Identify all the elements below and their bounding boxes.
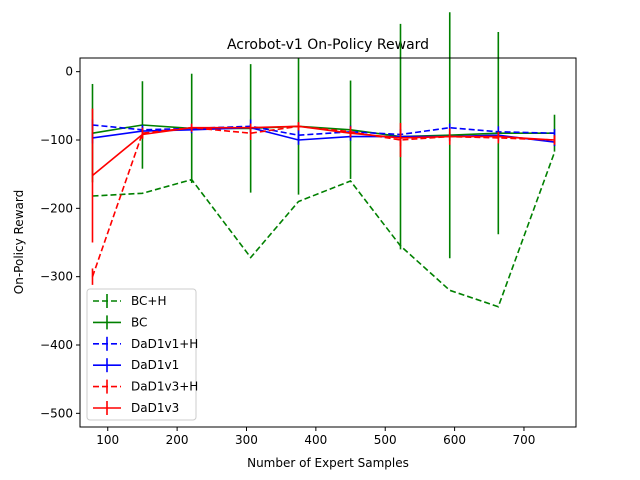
x-tick-label: 100: [96, 433, 119, 447]
legend: BC+H BC DaD1v1+H DaD1v1 DaD1v3+H DaD1v3: [86, 288, 198, 421]
series-5: [91, 108, 556, 243]
x-tick-label: 200: [166, 433, 189, 447]
legend-label: DaD1v3: [131, 401, 179, 415]
chart-title: Acrobot-v1 On-Policy Reward: [227, 37, 429, 53]
y-tick-label: −200: [40, 201, 73, 215]
y-tick-label: −500: [40, 406, 73, 420]
legend-label: DaD1v1: [131, 358, 179, 372]
x-axis-title: Number of Expert Samples: [247, 456, 409, 470]
axes-frame: [79, 57, 577, 428]
x-tick-label: 500: [374, 433, 397, 447]
legend-label: DaD1v1+H: [131, 337, 198, 351]
legend-entry: BC: [93, 315, 147, 330]
x-tick-label: 600: [443, 433, 466, 447]
legend-label: BC: [131, 315, 147, 329]
y-tick-label: −400: [40, 338, 73, 352]
plot-area: [91, 12, 556, 308]
legend-entry: DaD1v3: [93, 401, 179, 415]
y-tick-label: −300: [40, 270, 73, 284]
legend-entry: DaD1v1+H: [93, 336, 198, 351]
legend-entry: DaD1v1: [93, 358, 179, 373]
legend-label: DaD1v3+H: [131, 380, 198, 394]
x-tick-label: 300: [235, 433, 258, 447]
x-tick-label: 400: [304, 433, 327, 447]
y-tick-label: 0: [65, 65, 73, 79]
y-tick-label: −100: [40, 133, 73, 147]
axis-ticks: 100 200 300 400 500 600 700 0 −100 −200 −300 −400 −5…: [40, 65, 535, 447]
legend-entry: DaD1v3+H: [93, 379, 198, 394]
x-tick-label: 700: [513, 433, 536, 447]
legend-label: BC+H: [131, 294, 166, 308]
legend-entry: BC+H: [93, 294, 166, 308]
series-line: [92, 124, 555, 138]
series-line: [91, 125, 555, 177]
series-line: [92, 152, 556, 308]
series-line: [92, 124, 555, 137]
y-axis-title: On-Policy Reward: [12, 190, 26, 294]
